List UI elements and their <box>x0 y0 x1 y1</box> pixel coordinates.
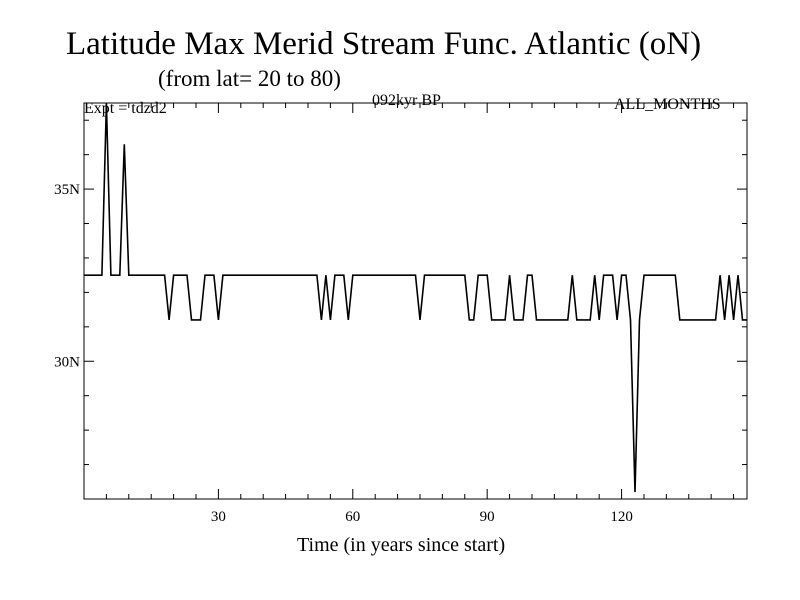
axis-ticks <box>84 103 747 500</box>
x-axis-label: Time (in years since start) <box>297 534 506 556</box>
experiment-label: Expt = tdzd2 <box>84 100 167 117</box>
chart-subtitle: (from lat= 20 to 80) <box>158 66 341 91</box>
time-period-label: 092kyr BP <box>372 92 441 109</box>
months-label: ALL_MONTHS <box>614 96 721 113</box>
y-tick-label: 35N <box>54 182 80 198</box>
chart-title: Latitude Max Merid Stream Func. Atlantic… <box>66 26 702 62</box>
x-tick-label: 90 <box>480 509 495 525</box>
series-line <box>84 102 747 493</box>
x-tick-label: 30 <box>211 509 226 525</box>
tick-labels: 30 60 90 120 30N 35N <box>54 182 633 525</box>
plot-frame <box>83 102 748 500</box>
x-tick-label: 120 <box>610 509 633 525</box>
y-tick-label: 30N <box>54 354 80 370</box>
x-tick-label: 60 <box>345 509 360 525</box>
